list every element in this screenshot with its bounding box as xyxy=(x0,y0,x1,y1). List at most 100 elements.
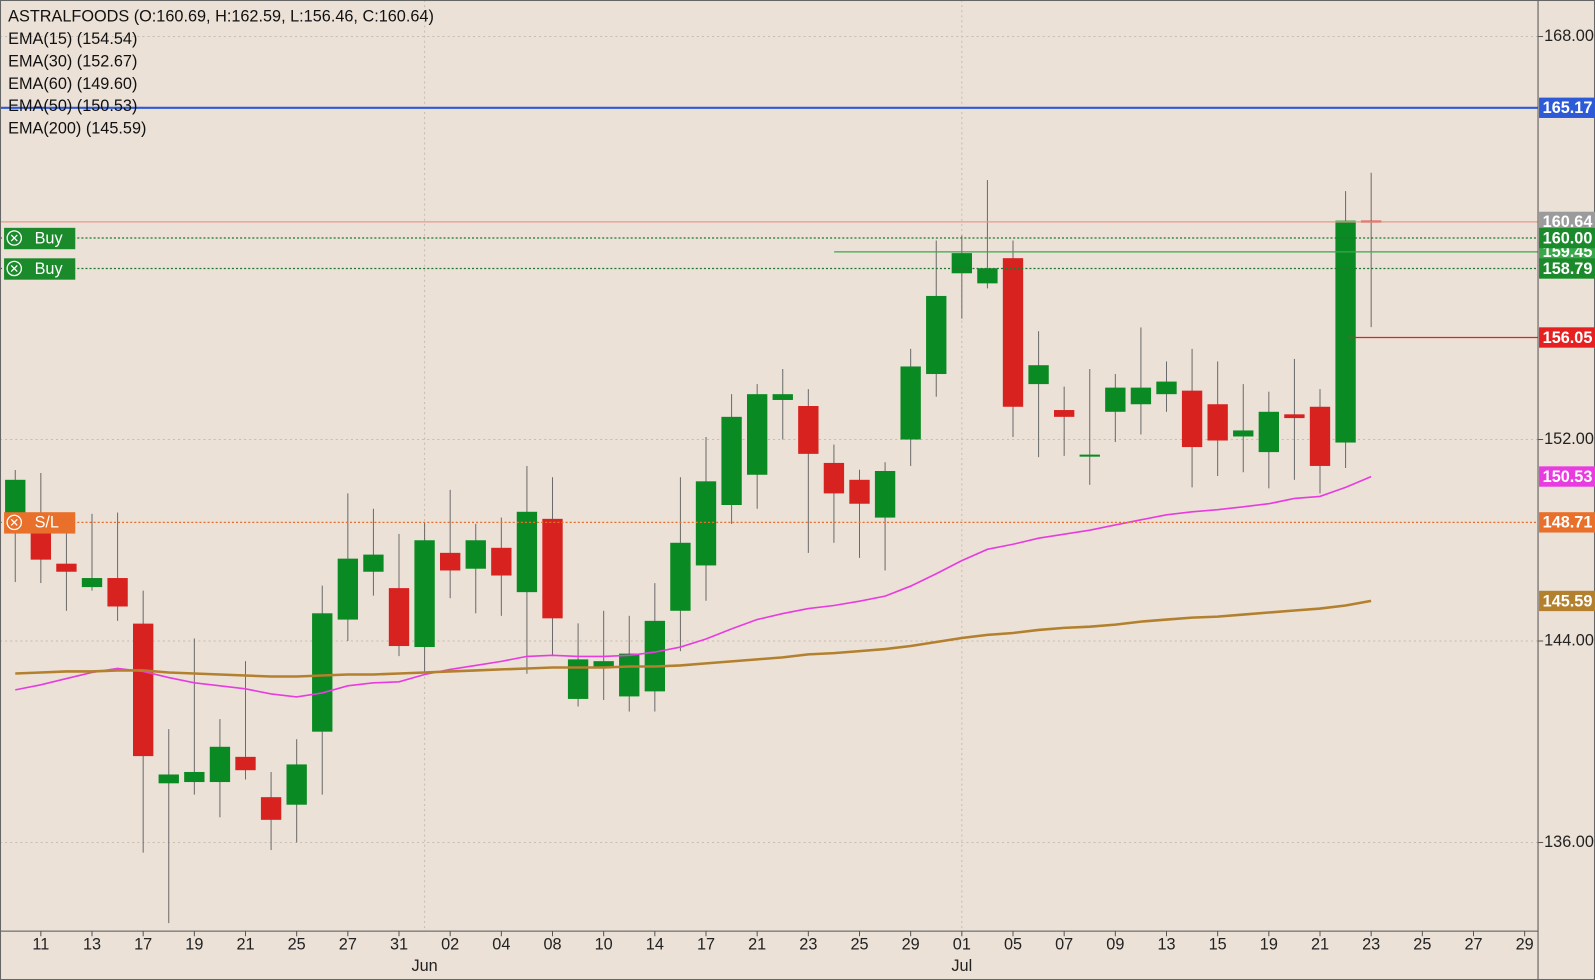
x-tick-label: 13 xyxy=(83,936,101,954)
x-tick-label: 11 xyxy=(32,936,49,954)
candle-body xyxy=(81,578,103,588)
x-tick-label: 14 xyxy=(646,936,664,954)
ema-label: 150.53 xyxy=(1543,468,1593,486)
x-tick-label: 10 xyxy=(595,936,613,954)
candle-body xyxy=(1284,414,1305,419)
candle-body xyxy=(772,394,793,400)
grid xyxy=(0,0,1539,932)
candle-body xyxy=(977,268,998,284)
candle-body xyxy=(567,659,589,699)
candle-body xyxy=(619,653,640,697)
x-tick-label: 21 xyxy=(1311,936,1329,954)
legend-entry: EMA(200) (145.59) xyxy=(8,120,146,138)
x-tick-label: 23 xyxy=(799,936,817,954)
x-tick-label: 04 xyxy=(492,936,510,954)
order-tag-close xyxy=(6,514,23,531)
candle-body xyxy=(1105,387,1126,412)
order-tag-box xyxy=(4,227,76,250)
legend-entry: EMA(60) (149.60) xyxy=(8,75,137,93)
axes: 136.00 144.00 152.00 168.00 11 13 17 19 21 25 27 31… xyxy=(32,27,1595,975)
price-label: 156.05 xyxy=(1543,329,1593,347)
x-tick-label: 08 xyxy=(543,936,561,954)
x-tick-label: 21 xyxy=(748,936,766,954)
order-tag-label: S/L xyxy=(35,514,59,532)
price-label-box xyxy=(1539,227,1595,249)
candle-body xyxy=(900,366,921,440)
candle-body xyxy=(849,479,870,504)
x-tick-label: 02 xyxy=(441,936,459,954)
candle-body xyxy=(107,578,128,607)
candle-body xyxy=(337,558,359,620)
candle-body xyxy=(1233,430,1254,437)
order-tag-close xyxy=(6,260,23,277)
legend-entry: EMA(30) (152.67) xyxy=(8,52,137,70)
order-tag-x xyxy=(10,234,18,242)
candle-body xyxy=(644,620,666,692)
x-tick-label: 25 xyxy=(1413,936,1431,954)
x-tick-label: 29 xyxy=(902,936,920,954)
candle-body xyxy=(209,746,231,783)
price-label-box xyxy=(1539,97,1595,118)
order-tag-x xyxy=(10,264,18,273)
price-label: 160.00 xyxy=(1543,229,1593,247)
candle-body xyxy=(695,481,717,566)
candle-body xyxy=(56,563,77,572)
candle-body xyxy=(1309,406,1331,466)
candle-body xyxy=(798,406,819,454)
candle-body xyxy=(1207,404,1228,441)
y-tick-label: 144.00 xyxy=(1544,631,1594,649)
candle-body xyxy=(746,394,768,475)
x-tick-label: 29 xyxy=(1516,936,1534,954)
x-tick-label: 09 xyxy=(1106,936,1124,954)
candle-body xyxy=(30,532,52,560)
candle-body xyxy=(184,771,205,783)
candle-body xyxy=(260,797,282,820)
candle-body xyxy=(465,540,486,569)
candle-body xyxy=(491,547,512,576)
x-tick-label: 17 xyxy=(697,936,715,954)
candle-body xyxy=(1335,220,1356,443)
x-tick-label: 17 xyxy=(134,936,152,954)
candle-body xyxy=(926,295,947,375)
price-label-box xyxy=(1539,258,1595,279)
price-label-box xyxy=(1539,211,1595,233)
legend-entry: EMA(15) (154.54) xyxy=(8,30,137,48)
candle-body xyxy=(721,416,742,505)
candle-body xyxy=(363,554,384,572)
candle-body xyxy=(414,540,435,648)
candle-body xyxy=(951,253,973,274)
candle-body xyxy=(1053,410,1075,417)
x-tick-label: 05 xyxy=(1004,936,1022,954)
price-label: 158.79 xyxy=(1543,260,1593,278)
candle-body xyxy=(439,552,461,571)
x-tick-label: 25 xyxy=(850,936,868,954)
candle-body xyxy=(1130,387,1152,405)
candle-body xyxy=(1079,454,1100,457)
x-tick-label: 01 xyxy=(953,936,971,954)
x-tick-label: 23 xyxy=(1362,936,1380,954)
candle-body xyxy=(312,613,333,732)
x-tick-label: 27 xyxy=(339,936,357,954)
price-label: 165.17 xyxy=(1543,99,1593,117)
legend: ASTRALFOODS (O:160.69, H:162.59, L:156.4… xyxy=(8,8,434,138)
ema-label-box xyxy=(1539,466,1595,487)
order-tag-x xyxy=(10,518,18,526)
x-tick-label: 19 xyxy=(1260,936,1278,954)
plot-area xyxy=(0,106,1539,924)
x-tick-label: 13 xyxy=(1157,936,1175,954)
candle-body xyxy=(1028,365,1049,385)
candle-body xyxy=(823,462,845,494)
ema-line xyxy=(15,475,1372,698)
y-tick-label: 136.00 xyxy=(1544,833,1594,851)
order-tag-close xyxy=(6,230,23,246)
order-tag-label: Buy xyxy=(35,229,64,247)
candle-body xyxy=(235,756,256,771)
x-tick-label: 19 xyxy=(185,936,203,954)
month-label: Jul xyxy=(951,957,972,975)
candle-body xyxy=(388,588,410,647)
candle-body xyxy=(1181,390,1203,448)
candle-body xyxy=(133,623,154,757)
